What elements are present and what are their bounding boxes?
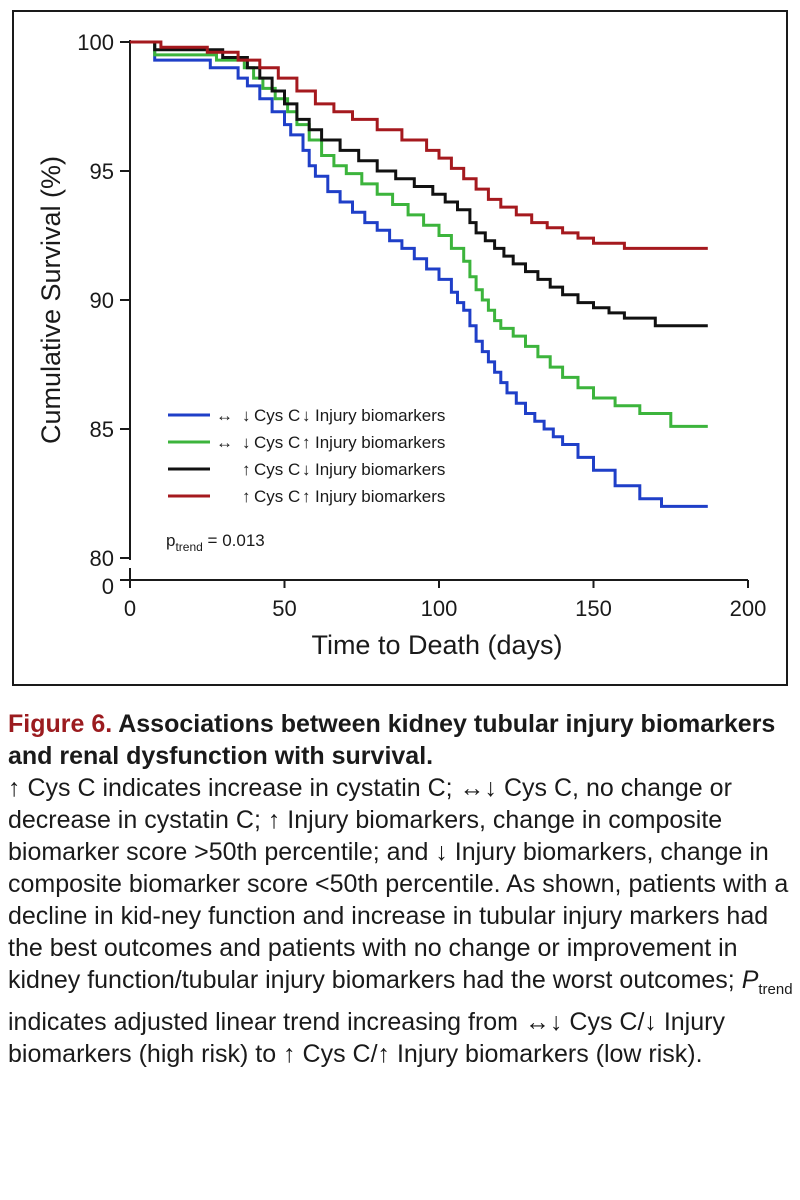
x-tick-label: 150 <box>575 596 612 621</box>
series-line-0 <box>130 40 708 508</box>
p-trend-prefix: p <box>166 531 175 550</box>
legend-arrow-cys: ↑ <box>242 460 251 479</box>
caption-heading: Figure 6. Associations between kidney tu… <box>8 708 794 772</box>
x-axis-title: Time to Death (days) <box>311 630 562 660</box>
y-tick-label: 85 <box>90 417 114 442</box>
caption-label: Figure 6. <box>8 710 113 738</box>
series-line-2 <box>130 40 708 328</box>
legend-entry: ↔ ↓ Cys C ↑ Injury biomarkers <box>168 433 445 452</box>
legend-arrow-lr: ↔ <box>216 406 233 425</box>
caption-title: Associations between kidney tubular inju… <box>8 710 776 770</box>
legend-arrow-cys: ↓ <box>242 433 251 452</box>
caption-body: ↑ Cys C indicates increase in cystatin C… <box>8 772 794 1070</box>
y-tick-label: 95 <box>90 159 114 184</box>
figure-frame: 0 50 100 150 200 80 85 90 95 100 0 ↔ ↓ Cys C ↓ Inj… <box>12 10 788 686</box>
x-tick-label: 200 <box>730 596 767 621</box>
legend-entry: ↑ Cys C ↑ Injury biomarkers <box>168 487 445 506</box>
caption-body-text-end: indicates adjusted linear trend increasi… <box>8 1008 725 1068</box>
y-tick-label-zero: 0 <box>102 574 114 599</box>
survival-chart: 0 50 100 150 200 80 85 90 95 100 0 ↔ ↓ Cys C ↓ Inj… <box>36 30 766 660</box>
legend-cys-label: Cys C <box>254 487 300 506</box>
legend-injury-label: Injury biomarkers <box>315 406 445 425</box>
series <box>130 40 708 508</box>
legend: ↔ ↓ Cys C ↓ Injury biomarkers ↔ ↓ Cys C … <box>168 406 445 506</box>
legend-entry: ↑ Cys C ↓ Injury biomarkers <box>168 460 445 479</box>
legend-arrow-injury: ↑ <box>302 487 311 506</box>
legend-arrow-injury: ↓ <box>302 406 311 425</box>
legend-injury-label: Injury biomarkers <box>315 433 445 452</box>
legend-arrow-cys: ↓ <box>242 406 251 425</box>
caption-body-text: ↑ Cys C indicates increase in cystatin C… <box>8 774 789 994</box>
series-line-3 <box>130 40 708 250</box>
p-trend-value: = 0.013 <box>203 531 265 550</box>
caption-p-subscript: trend <box>758 981 793 998</box>
legend-cys-label: Cys C <box>254 406 300 425</box>
legend-injury-label: Injury biomarkers <box>315 460 445 479</box>
y-tick-label: 80 <box>90 546 114 571</box>
figure-caption: Figure 6. Associations between kidney tu… <box>8 708 794 1070</box>
x-tick-label: 0 <box>124 596 136 621</box>
ticks: 0 50 100 150 200 80 85 90 95 100 0 <box>77 30 766 621</box>
legend-injury-label: Injury biomarkers <box>315 487 445 506</box>
x-tick-label: 100 <box>421 596 458 621</box>
legend-arrow-injury: ↓ <box>302 460 311 479</box>
caption-p-symbol: P <box>741 966 759 994</box>
y-axis-title: Cumulative Survival (%) <box>36 156 66 444</box>
p-trend-subscript: trend <box>175 540 202 554</box>
legend-cys-label: Cys C <box>254 460 300 479</box>
legend-arrow-cys: ↑ <box>242 487 251 506</box>
p-trend-annotation: ptrend = 0.013 <box>166 531 265 554</box>
legend-arrow-lr: ↔ <box>216 433 233 452</box>
x-tick-label: 50 <box>272 596 296 621</box>
y-tick-label: 100 <box>77 30 114 55</box>
series-line-1 <box>130 40 708 428</box>
y-tick-label: 90 <box>90 288 114 313</box>
legend-entry: ↔ ↓ Cys C ↓ Injury biomarkers <box>168 406 445 425</box>
legend-cys-label: Cys C <box>254 433 300 452</box>
legend-arrow-injury: ↑ <box>302 433 311 452</box>
